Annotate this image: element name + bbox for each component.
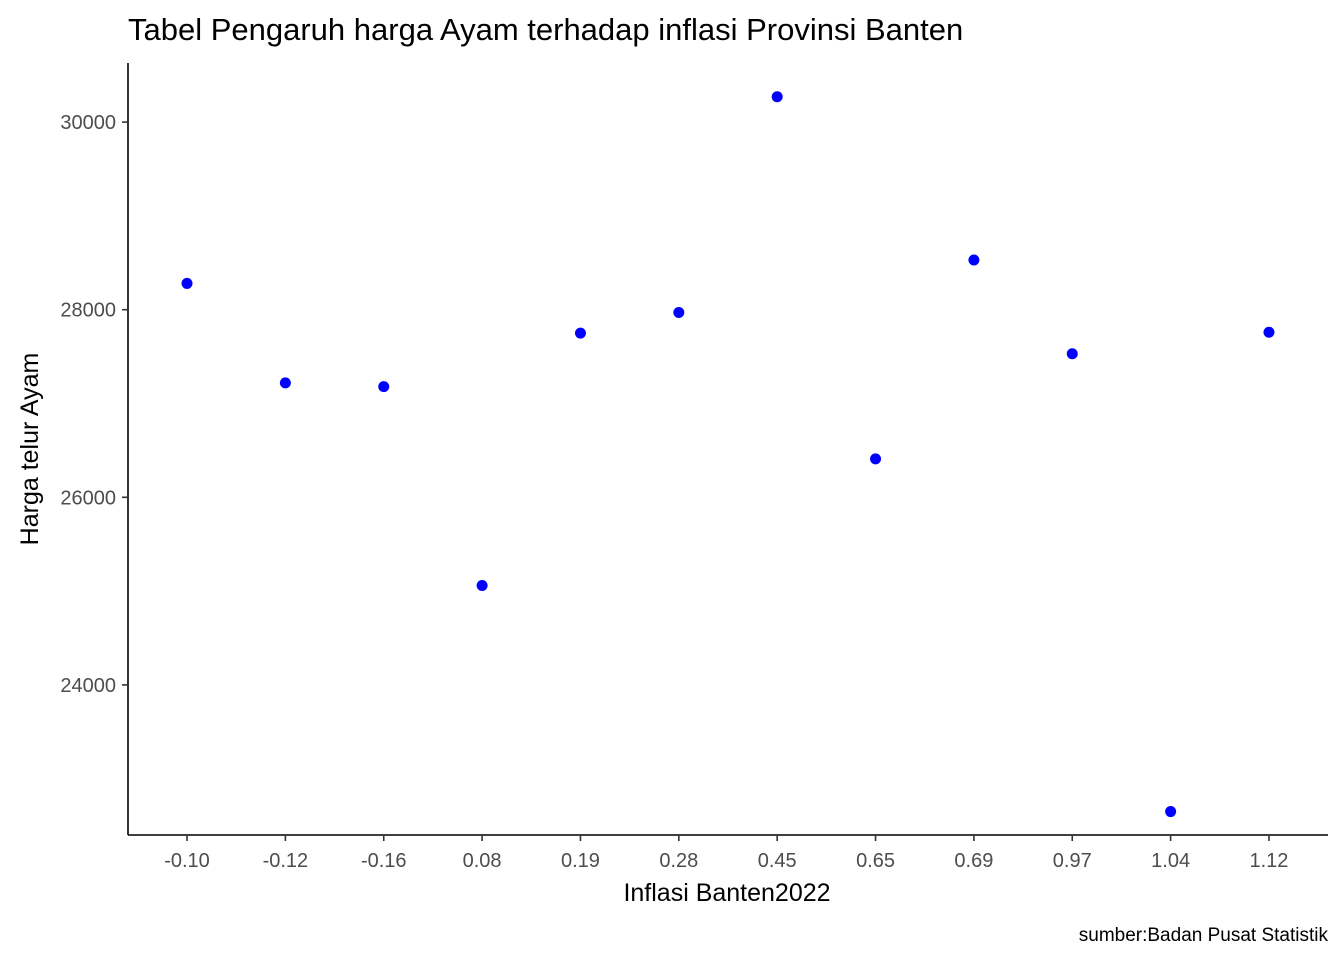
x-tick-label: 0.97: [1053, 850, 1092, 872]
chart-caption: sumber:Badan Pusat Statistik: [1079, 925, 1329, 946]
data-point: [968, 254, 980, 266]
data-point: [574, 327, 586, 339]
x-tick-label: -0.16: [361, 850, 407, 872]
x-tick-label: 0.65: [856, 850, 895, 872]
y-axis-title: Harga telur Ayam: [16, 353, 44, 546]
data-point: [378, 381, 390, 393]
x-tick-label: 0.28: [659, 850, 698, 872]
data-point: [673, 307, 685, 319]
data-point: [870, 453, 882, 465]
y-tick-label: 30000: [60, 112, 116, 134]
data-point: [181, 277, 193, 289]
data-point: [1165, 806, 1177, 818]
x-tick-label: 0.69: [954, 850, 993, 872]
x-tick-label: 0.08: [463, 850, 502, 872]
chart-title: Tabel Pengaruh harga Ayam terhadap infla…: [128, 12, 963, 47]
y-tick-label: 24000: [60, 675, 116, 697]
plot-area: 24000 26000 28000 30000 -0.10 -0.12 -0.16 0.08 0…: [60, 63, 1328, 872]
x-tick-label: 0.45: [758, 850, 797, 872]
data-point: [1263, 326, 1275, 338]
data-point: [771, 91, 783, 103]
y-tick-label: 28000: [60, 300, 116, 322]
data-point: [279, 377, 291, 389]
x-tick-label: 0.19: [561, 850, 600, 872]
x-tick-label: -0.12: [263, 850, 309, 872]
x-tick-label: 1.04: [1151, 850, 1190, 872]
data-point: [476, 579, 488, 591]
x-axis-title: Inflasi Banten2022: [623, 879, 830, 907]
data-point: [1066, 348, 1078, 360]
x-tick-label: 1.12: [1250, 850, 1289, 872]
x-tick-label: -0.10: [164, 850, 210, 872]
y-tick-label: 26000: [60, 487, 116, 509]
